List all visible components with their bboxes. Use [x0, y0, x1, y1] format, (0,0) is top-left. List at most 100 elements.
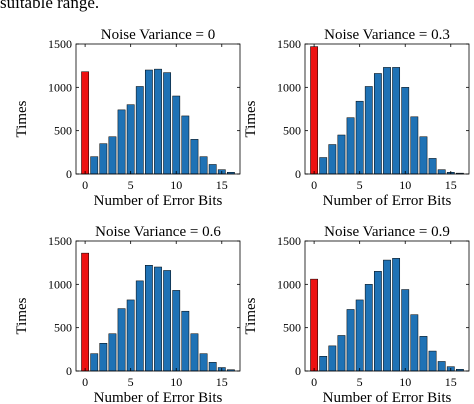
bar	[135, 280, 144, 372]
bar	[208, 362, 217, 372]
y-tick-label: 500	[283, 124, 301, 138]
bar	[383, 259, 391, 372]
bar	[144, 69, 153, 175]
y-tick-label: 1000	[48, 277, 72, 291]
bar	[99, 143, 108, 175]
y-tick-label: 500	[54, 124, 72, 138]
plot-frame	[75, 240, 241, 372]
x-tick-label: 5	[128, 375, 134, 389]
x-tick-label: 15	[445, 178, 457, 192]
chart-title: Noise Variance = 0	[101, 27, 215, 43]
x-tick-label: 10	[399, 375, 411, 389]
y-tick-label: 1000	[48, 80, 72, 94]
x-axis-label: Number of Error Bits	[94, 390, 223, 404]
bar	[199, 353, 208, 372]
y-tick-label: 0	[295, 167, 301, 181]
chart-panel-2: 0 500 1000 1500 0 5 10 15 Noise Variance = 0.3 Nu…	[243, 27, 470, 209]
x-tick-label: 5	[357, 375, 363, 389]
plot-frame	[75, 43, 241, 175]
x-tick-label: 10	[170, 178, 182, 192]
bar	[81, 252, 90, 372]
x-tick-label: 0	[82, 178, 88, 192]
bar	[437, 169, 446, 175]
bar	[419, 336, 428, 372]
bar	[401, 87, 410, 175]
plot-frame	[304, 240, 470, 372]
bar	[355, 100, 364, 175]
y-axis-label: Times	[243, 100, 259, 137]
bar	[99, 343, 108, 372]
x-tick-label: 10	[399, 178, 411, 192]
bar	[208, 164, 217, 175]
bar	[364, 86, 373, 175]
bar	[199, 156, 208, 175]
bar	[154, 68, 162, 175]
y-axis-label: Times	[14, 297, 30, 334]
bar	[319, 157, 328, 175]
bar	[172, 95, 181, 175]
bar	[319, 356, 328, 372]
bar	[328, 144, 337, 175]
x-tick-label: 15	[216, 375, 228, 389]
bar	[410, 314, 419, 372]
chart-panel-4: 0 500 1000 1500 0 5 10 15 Noise Variance = 0.9 Nu…	[243, 224, 470, 404]
bar	[81, 71, 90, 175]
bar	[337, 335, 346, 372]
bar	[181, 115, 190, 175]
caption-fragment: suitable range.	[0, 0, 100, 12]
bar	[117, 308, 126, 372]
x-axis-label: Number of Error Bits	[323, 390, 452, 404]
bar	[392, 258, 401, 372]
bar	[190, 139, 199, 175]
y-tick-label: 1000	[277, 80, 301, 94]
bar	[310, 46, 319, 175]
bar	[401, 289, 410, 372]
x-tick-label: 5	[128, 178, 134, 192]
bar	[126, 299, 135, 372]
bar	[328, 345, 337, 372]
bar	[364, 284, 373, 372]
y-tick-label: 1500	[277, 37, 301, 51]
bar	[428, 350, 437, 372]
chart-title: Noise Variance = 0.6	[95, 224, 221, 240]
y-tick-label: 500	[54, 321, 72, 335]
bar	[392, 67, 401, 175]
bar	[117, 109, 126, 175]
bar	[419, 136, 428, 175]
bar	[154, 266, 162, 372]
y-tick-label: 1500	[48, 234, 72, 248]
bar	[437, 361, 446, 372]
x-tick-label: 0	[82, 375, 88, 389]
bar	[346, 309, 355, 372]
bar	[410, 116, 419, 175]
bar	[428, 158, 437, 175]
bar	[310, 278, 319, 372]
y-tick-label: 1000	[277, 277, 301, 291]
x-tick-label: 10	[170, 375, 182, 389]
y-axis-label: Times	[243, 297, 259, 334]
bar	[346, 117, 355, 175]
bar	[108, 136, 117, 175]
plot-frame	[304, 43, 470, 175]
x-tick-label: 0	[311, 178, 317, 192]
bar	[181, 310, 190, 372]
bar	[135, 86, 144, 175]
chart-title: Noise Variance = 0.3	[324, 27, 450, 43]
bar	[144, 265, 153, 372]
y-tick-label: 0	[66, 167, 72, 181]
bar	[190, 333, 199, 372]
x-tick-label: 15	[216, 178, 228, 192]
bar	[90, 353, 99, 372]
bar	[373, 73, 382, 175]
bar	[126, 104, 135, 175]
y-axis-label: Times	[14, 100, 30, 137]
bar	[90, 156, 99, 175]
bar	[163, 72, 172, 175]
y-tick-label: 500	[283, 321, 301, 335]
y-tick-label: 0	[295, 364, 301, 378]
bar	[355, 299, 364, 372]
chart-panel-3: 0 500 1000 1500 0 5 10 15 Noise Variance = 0.6 Nu…	[14, 224, 241, 404]
bar	[108, 333, 117, 372]
